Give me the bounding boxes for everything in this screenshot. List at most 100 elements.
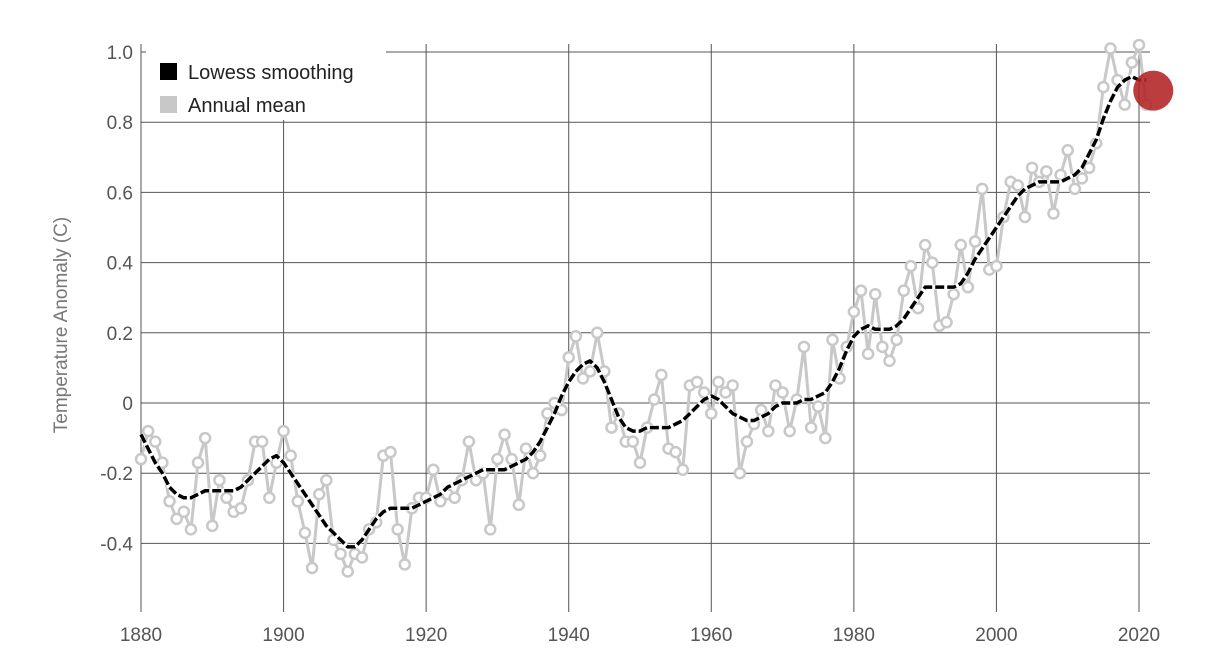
x-tick-label-1920: 1920: [405, 625, 447, 646]
x-tick-label-1980: 1980: [833, 625, 875, 646]
legend-swatch-lowess: [160, 63, 177, 80]
highlight-point: [1133, 70, 1174, 111]
annual-point-1909: [341, 565, 354, 578]
annual-point-1950: [633, 456, 647, 469]
x-tick-label-2000: 2000: [975, 625, 1017, 646]
annual-point-1935: [526, 466, 540, 480]
annual-point-1906: [320, 473, 333, 487]
annual-point-1930: [491, 452, 504, 466]
y-tick-label-0: -0.4: [100, 534, 133, 555]
annual-point-1924: [448, 491, 461, 505]
annual-point-1982: [861, 347, 875, 361]
y-tick-label-7: 1.0: [107, 43, 133, 64]
annual-point-1881: [141, 424, 155, 438]
annual-point-1975: [811, 400, 825, 413]
annual-point-1986: [890, 333, 903, 347]
highlight-layer: [1133, 70, 1174, 111]
annual-point-1944: [590, 326, 604, 340]
annual-point-1902: [291, 495, 305, 508]
legend-label-annual: Annual mean: [188, 95, 306, 117]
annual-point-1898: [263, 491, 276, 505]
legend-swatch-annual: [160, 96, 177, 113]
annual-point-1973: [797, 340, 811, 354]
annual-point-1980: [847, 305, 861, 318]
annual-point-1965: [740, 435, 754, 448]
legend-label-lowess: Lowess smoothing: [188, 62, 354, 84]
annual-point-1901: [284, 449, 297, 462]
annual-point-1931: [498, 428, 511, 441]
annual-point-2018: [1118, 98, 1131, 111]
annual-point-2011: [1068, 182, 1082, 196]
annual-point-1934: [519, 442, 533, 455]
annual-point-1960: [705, 407, 718, 420]
annual-point-1962: [719, 386, 732, 399]
annual-point-1953: [655, 368, 668, 382]
annual-point-1887: [184, 523, 198, 536]
annual-point-2003: [1011, 179, 1025, 192]
annual-point-1955: [669, 445, 682, 459]
annual-point-1929: [484, 523, 497, 536]
series-line-lowess-smoothing: [139, 74, 1147, 549]
annual-point-1882: [149, 435, 162, 448]
annual-point-1911: [355, 551, 369, 564]
x-axis-tick-labels: 1880 1900 1920 1940 1960 1980 2000 2020: [120, 625, 1160, 646]
annual-point-2019: [1125, 56, 1139, 69]
annual-point-2007: [1040, 165, 1053, 178]
annual-point-1987: [897, 284, 911, 297]
y-tick-label-5: 0.6: [107, 183, 133, 204]
annual-point-1891: [213, 473, 226, 487]
legend-background: [146, 44, 386, 120]
y-tick-label-2: 0: [122, 394, 133, 415]
annual-point-1889: [198, 431, 212, 445]
annual-point-1993: [940, 316, 953, 329]
series-layer: [134, 38, 1153, 578]
annual-point-1943: [583, 365, 597, 378]
annual-point-1942: [576, 372, 590, 385]
annual-point-1888: [191, 456, 205, 469]
annual-point-1897: [255, 435, 269, 448]
y-tick-label-4: 0.4: [107, 254, 134, 275]
annual-point-1892: [220, 491, 233, 505]
annual-point-1884: [163, 495, 176, 508]
annual-point-1880: [134, 452, 148, 466]
annual-point-1968: [762, 424, 775, 438]
annual-point-1961: [712, 375, 725, 389]
annual-point-1985: [883, 354, 896, 368]
annual-point-2000: [990, 259, 1003, 273]
annual-point-2005: [1025, 161, 1039, 175]
annual-point-1946: [605, 421, 618, 434]
annual-point-1963: [726, 379, 739, 392]
annual-point-1933: [512, 498, 526, 512]
annual-point-1970: [776, 386, 789, 399]
annual-point-2012: [1075, 172, 1089, 185]
y-tick-label-1: -0.2: [100, 464, 133, 485]
annual-point-2016: [1104, 42, 1117, 55]
x-tick-label-1940: 1940: [548, 625, 590, 646]
annual-point-1952: [648, 393, 661, 406]
annual-point-1894: [234, 502, 248, 515]
annual-point-1915: [384, 445, 397, 459]
annual-point-1903: [298, 526, 312, 540]
annual-point-1977: [826, 333, 839, 347]
annual-point-1981: [854, 284, 868, 297]
y-tick-label-6: 0.8: [107, 113, 133, 134]
annual-point-1885: [170, 512, 183, 526]
x-tick-label-1900: 1900: [262, 625, 304, 646]
annual-point-1997: [968, 235, 982, 248]
annual-point-1936: [533, 449, 547, 462]
annual-point-1900: [277, 424, 290, 438]
annual-point-1990: [918, 238, 932, 252]
y-tick-label-3: 0.2: [107, 324, 133, 345]
annual-point-2010: [1061, 144, 1074, 157]
annual-point-1908: [334, 547, 347, 561]
x-tick-label-1880: 1880: [120, 625, 162, 646]
annual-point-2004: [1018, 210, 1032, 224]
annual-point-1991: [926, 256, 939, 269]
annual-point-1940: [562, 351, 575, 364]
annual-point-1949: [626, 435, 640, 448]
annual-point-1886: [177, 505, 191, 519]
annual-point-2008: [1047, 207, 1060, 220]
annual-point-1890: [206, 519, 219, 533]
annual-point-1996: [961, 280, 975, 294]
